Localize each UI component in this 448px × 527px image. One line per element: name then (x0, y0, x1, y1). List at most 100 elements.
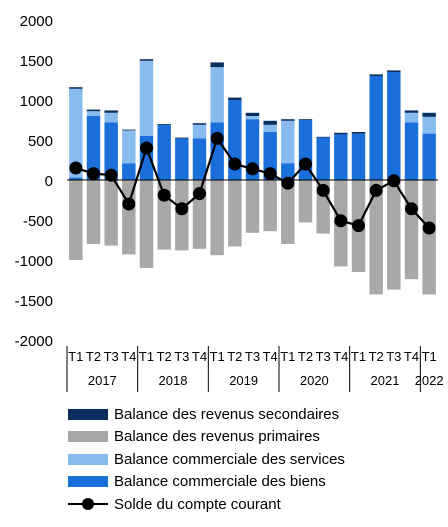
solde-point (281, 176, 295, 190)
bar-segment (369, 76, 383, 180)
bar-segment (316, 137, 330, 180)
legend-swatch-revenus-secondaires (68, 408, 108, 420)
legend-item-revenus-primaires: Balance des revenus primaires (68, 426, 443, 449)
bar-segment (86, 180, 101, 244)
x-tick-quarter: T2 (298, 349, 313, 364)
x-tick-year: 2020 (300, 373, 329, 388)
bar-segment (69, 87, 83, 89)
bar-segment (422, 180, 436, 295)
x-tick-quarter: T1 (139, 349, 154, 364)
bar-segment (175, 138, 189, 180)
solde-point (69, 161, 83, 175)
x-tick-year: 2018 (159, 373, 188, 388)
bar-segment (404, 180, 419, 280)
bar-segment (422, 133, 436, 180)
y-tick-label: 1500 (20, 53, 53, 70)
x-tick-year: 2019 (229, 373, 258, 388)
x-tick-quarter: T4 (404, 349, 419, 364)
bar-segment (175, 137, 189, 139)
legend-label-biens: Balance commerciale des biens (114, 473, 326, 491)
legend-item-services: Balance commerciale des services (68, 448, 443, 471)
bar-segment (316, 136, 330, 138)
bar-segment (298, 119, 313, 120)
bar-segment (69, 180, 83, 260)
x-tick-quarter: T2 (157, 349, 172, 364)
x-tick-year: 2017 (88, 373, 117, 388)
bar-segment (263, 180, 277, 232)
solde-point (210, 131, 224, 145)
bar-segment (86, 109, 101, 112)
solde-point (316, 183, 330, 197)
y-tick-label: 500 (28, 133, 53, 150)
bar-segment (281, 119, 295, 121)
solde-point (246, 162, 259, 176)
x-tick-quarter: T4 (263, 349, 278, 364)
bar-segment (281, 120, 295, 164)
x-tick-quarter: T2 (86, 349, 101, 364)
solde-point (405, 202, 418, 216)
solde-point (334, 214, 348, 228)
legend-swatch-solde (68, 497, 108, 511)
solde-point (175, 202, 189, 216)
y-tick-label: 1000 (20, 93, 53, 110)
bar-segment (139, 60, 154, 136)
y-tick-label: -500 (23, 213, 53, 230)
bar-segment (334, 134, 348, 180)
x-tick-quarter: T3 (174, 349, 189, 364)
x-tick-quarter: T2 (369, 349, 384, 364)
solde-point (422, 221, 436, 235)
y-tick-label: -1000 (15, 253, 53, 270)
solde-point (387, 174, 401, 188)
bar-segment (192, 138, 207, 180)
x-tick-quarter: T3 (316, 349, 331, 364)
bar-segment (387, 180, 401, 290)
bar-segment (263, 132, 277, 180)
solde-point (299, 157, 312, 171)
legend-label-revenus-secondaires: Balance des revenus secondaires (114, 405, 340, 423)
legend-item-biens: Balance commerciale des biens (68, 471, 443, 494)
solde-point (228, 157, 242, 171)
y-tick-label: 2000 (20, 13, 53, 30)
bar-segment (192, 124, 207, 139)
bar-segment (369, 180, 383, 295)
legend-item-revenus-secondaires: Balance des revenus secondaires (68, 403, 443, 426)
y-tick-label: -2000 (15, 333, 53, 350)
bar-segment (104, 180, 118, 246)
solde-point (193, 187, 206, 201)
bar-segment (422, 116, 436, 134)
legend-item-solde: Solde du compte courant (68, 493, 443, 516)
bar-segment (228, 97, 242, 100)
y-tick-label: 0 (45, 173, 53, 190)
solde-point (157, 188, 171, 202)
bar-segment (351, 133, 366, 180)
bar-segment (387, 70, 401, 72)
x-tick-quarter: T1 (351, 349, 366, 364)
x-tick-quarter: T1 (280, 349, 295, 364)
y-tick-label: -1500 (15, 293, 53, 310)
bar-segment (245, 180, 260, 233)
x-tick-quarter: T2 (227, 349, 242, 364)
bar-segment (69, 88, 83, 178)
bar-segment (245, 112, 260, 116)
x-tick-quarter: T1 (210, 349, 225, 364)
x-tick-year: 2022 (415, 373, 444, 388)
bar-segment (298, 180, 313, 223)
solde-point (122, 197, 136, 211)
bar-segment (404, 110, 419, 113)
bar-segment (86, 111, 101, 116)
bar-segment (210, 62, 224, 68)
x-tick-quarter: T1 (68, 349, 83, 364)
bar-segment (86, 116, 101, 180)
legend-label-services: Balance commerciale des services (114, 450, 345, 468)
solde-point (352, 219, 365, 233)
legend-label-revenus-primaires: Balance des revenus primaires (114, 428, 320, 446)
bar-segment (122, 129, 136, 131)
bar-segment (210, 67, 224, 123)
solde-point (140, 141, 153, 155)
bar-segment (245, 116, 260, 120)
x-tick-quarter: T3 (104, 349, 119, 364)
bar-segment (281, 163, 295, 180)
bar-segment (122, 163, 136, 180)
legend-swatch-biens (68, 476, 108, 488)
